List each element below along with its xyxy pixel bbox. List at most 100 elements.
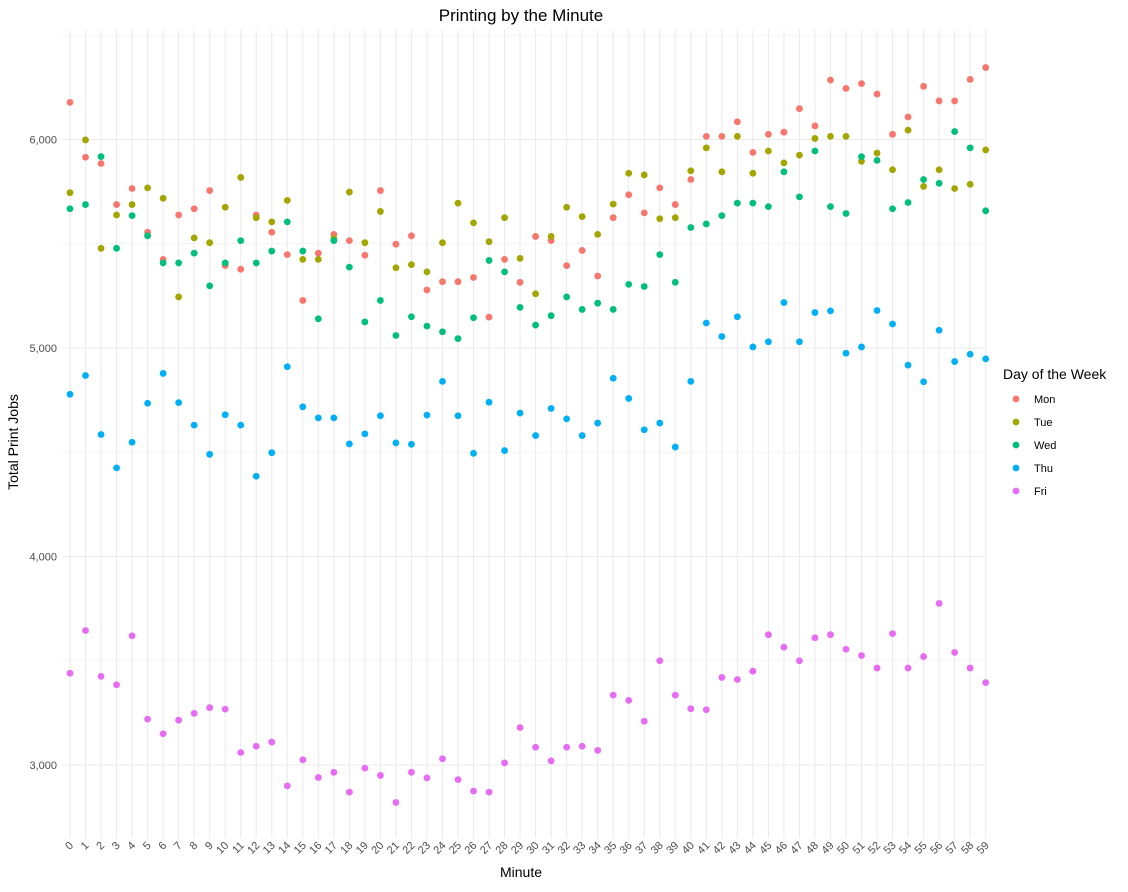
x-tick-label: 10 [214,840,231,857]
point-thu-58 [966,350,974,358]
point-fri-22 [408,768,415,776]
point-fri-11 [237,749,245,756]
point-mon-34 [594,272,602,280]
point-thu-38 [656,419,664,427]
point-thu-46 [780,299,788,306]
point-wed-24 [439,328,446,336]
point-mon-19 [361,251,369,259]
point-wed-59 [982,207,990,215]
point-fri-46 [780,643,788,651]
point-thu-50 [842,349,850,357]
point-wed-23 [423,322,431,330]
point-tue-37 [640,171,648,179]
grid-layer [62,30,987,838]
point-mon-54 [904,113,912,121]
point-fri-30 [532,743,539,751]
point-wed-30 [532,321,539,329]
point-fri-20 [377,772,384,779]
point-wed-0 [66,205,74,213]
point-tue-28 [501,214,508,222]
point-fri-58 [966,664,974,672]
point-fri-18 [345,788,353,796]
point-mon-27 [485,313,493,321]
point-thu-2 [97,431,105,438]
point-fri-24 [439,755,446,763]
point-fri-39 [671,691,679,699]
point-wed-37 [640,283,648,290]
point-thu-25 [454,412,462,420]
point-tue-18 [345,188,353,196]
point-tue-58 [966,180,974,188]
point-tue-24 [439,239,446,247]
x-tick-label: 5 [141,840,154,853]
point-tue-36 [625,169,633,177]
point-thu-1 [82,372,89,379]
point-wed-36 [625,281,633,288]
point-fri-33 [578,742,586,750]
y-tick-label: 5,000 [29,343,57,355]
point-tue-29 [516,254,524,262]
point-mon-41 [702,132,710,140]
point-wed-9 [206,282,214,290]
point-fri-37 [640,717,648,725]
point-wed-32 [563,293,571,301]
series-wed [66,128,990,343]
point-fri-13 [268,738,276,746]
point-wed-40 [687,224,695,231]
point-mon-13 [268,228,276,236]
point-wed-14 [283,218,291,226]
point-mon-20 [377,187,384,194]
point-mon-8 [190,205,198,213]
x-tick-label: 59 [975,840,992,857]
y-tick-label: 3,000 [29,760,57,772]
point-fri-16 [314,774,322,781]
point-mon-21 [392,240,400,248]
point-mon-1 [82,153,89,161]
point-thu-34 [594,419,602,427]
point-wed-34 [594,299,602,307]
point-fri-29 [516,724,524,731]
point-thu-6 [159,370,167,377]
point-mon-55 [920,82,927,90]
series-tue [66,126,990,301]
point-wed-26 [470,314,477,322]
point-mon-11 [237,265,245,273]
point-tue-9 [206,239,214,247]
point-tue-12 [252,214,260,222]
point-mon-36 [625,191,633,199]
point-mon-32 [563,262,571,270]
x-tick-label: 7 [172,840,185,853]
point-mon-30 [532,233,539,240]
point-tue-13 [268,218,276,226]
legend-title: Day of the Week [1003,366,1107,382]
point-mon-26 [470,274,477,281]
point-tue-1 [82,136,89,144]
legend-label-thu: Thu [1034,463,1053,475]
point-fri-17 [330,768,338,776]
point-mon-56 [935,97,943,105]
point-mon-24 [439,278,446,286]
point-tue-22 [408,261,415,268]
point-tue-56 [935,166,943,174]
point-fri-54 [904,664,912,672]
chart-title: Printing by the Minute [439,6,603,25]
point-tue-57 [951,185,959,192]
x-tick-label: 2 [94,840,107,853]
legend-label-tue: Tue [1034,417,1053,429]
point-tue-41 [702,144,710,152]
point-thu-41 [702,319,710,327]
point-wed-31 [547,312,555,320]
point-thu-57 [951,358,959,365]
legend-label-fri: Fri [1034,486,1047,498]
point-thu-4 [128,438,136,446]
point-tue-46 [780,159,788,167]
x-tick-label: 8 [187,840,200,853]
point-wed-8 [190,249,198,257]
point-wed-3 [113,244,120,252]
point-thu-43 [733,313,741,321]
point-fri-23 [423,774,431,782]
point-thu-22 [408,440,415,448]
points-layer [66,64,990,806]
point-thu-23 [423,411,431,419]
point-wed-11 [237,237,245,245]
